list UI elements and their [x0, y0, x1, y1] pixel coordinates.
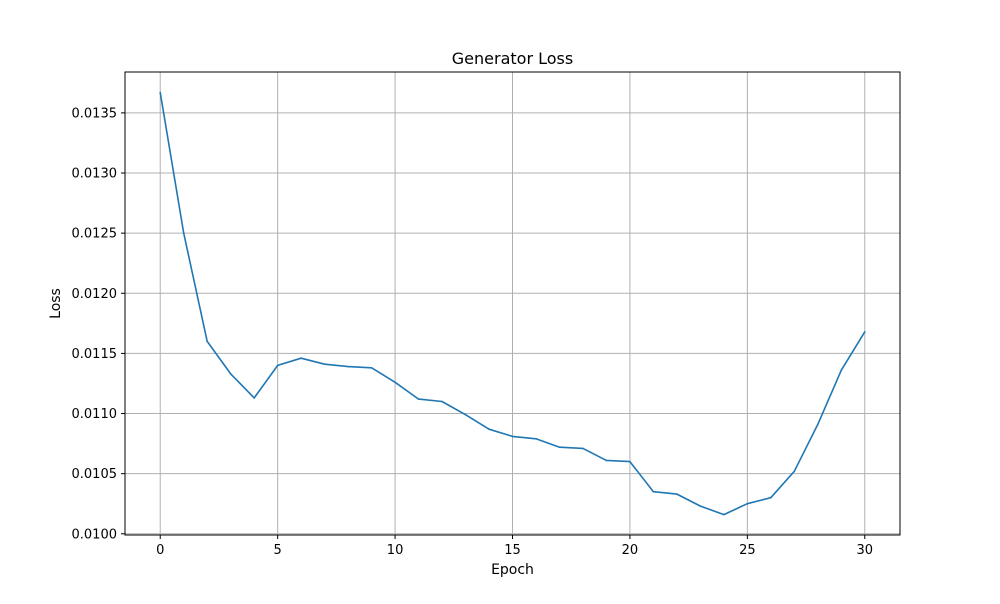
data-point	[723, 513, 725, 516]
data-point	[699, 505, 702, 507]
x-tick-label: 10	[387, 543, 404, 558]
data-point	[276, 364, 279, 367]
data-point	[488, 428, 490, 430]
data-point	[746, 502, 749, 505]
data-point	[206, 340, 208, 343]
ticks: 0 5 10 15 20 25 30 0.0100 0.0105 0.0110 0.0115 0.01…	[72, 106, 874, 558]
data-point	[582, 447, 584, 450]
data-point	[793, 470, 796, 473]
data-point	[605, 459, 608, 462]
x-tick-label: 20	[622, 543, 639, 558]
x-axis-title: Epoch	[491, 562, 534, 578]
y-tick-label: 0.0105	[72, 467, 118, 482]
x-tick-label: 15	[504, 543, 521, 558]
data-point	[300, 357, 302, 360]
data-point	[840, 369, 843, 372]
y-tick-label: 0.0135	[72, 106, 118, 121]
data-point	[652, 490, 655, 493]
data-point	[863, 330, 866, 333]
data-point	[347, 365, 349, 368]
series-layer	[159, 91, 866, 516]
data-point	[182, 232, 185, 234]
x-tick-label: 25	[739, 543, 756, 558]
data-point	[229, 373, 232, 375]
data-point	[558, 446, 561, 449]
data-point	[323, 363, 326, 366]
y-tick-label: 0.0130	[72, 167, 118, 182]
data-point	[629, 460, 631, 463]
grid	[125, 72, 900, 535]
x-tick-label: 5	[274, 543, 282, 558]
data-point	[159, 91, 162, 94]
data-point	[441, 400, 443, 403]
data-point	[511, 435, 514, 438]
y-axis-title: Loss	[48, 288, 64, 319]
x-tick-label: 0	[156, 543, 164, 558]
x-tick-label: 30	[856, 543, 873, 558]
y-tick-label: 0.0115	[72, 347, 118, 362]
data-point	[394, 381, 396, 384]
data-point	[535, 437, 537, 440]
data-point	[817, 423, 819, 426]
data-point	[370, 367, 373, 369]
chart-title: Generator Loss	[452, 49, 573, 68]
data-point	[770, 496, 772, 499]
data-point	[417, 398, 420, 400]
y-tick-label: 0.0100	[72, 527, 118, 542]
y-tick-label: 0.0120	[72, 287, 118, 302]
y-tick-label: 0.0110	[72, 407, 118, 422]
data-point	[676, 493, 678, 495]
y-tick-label: 0.0125	[72, 227, 118, 242]
data-point	[253, 397, 255, 399]
data-point	[464, 413, 467, 416]
